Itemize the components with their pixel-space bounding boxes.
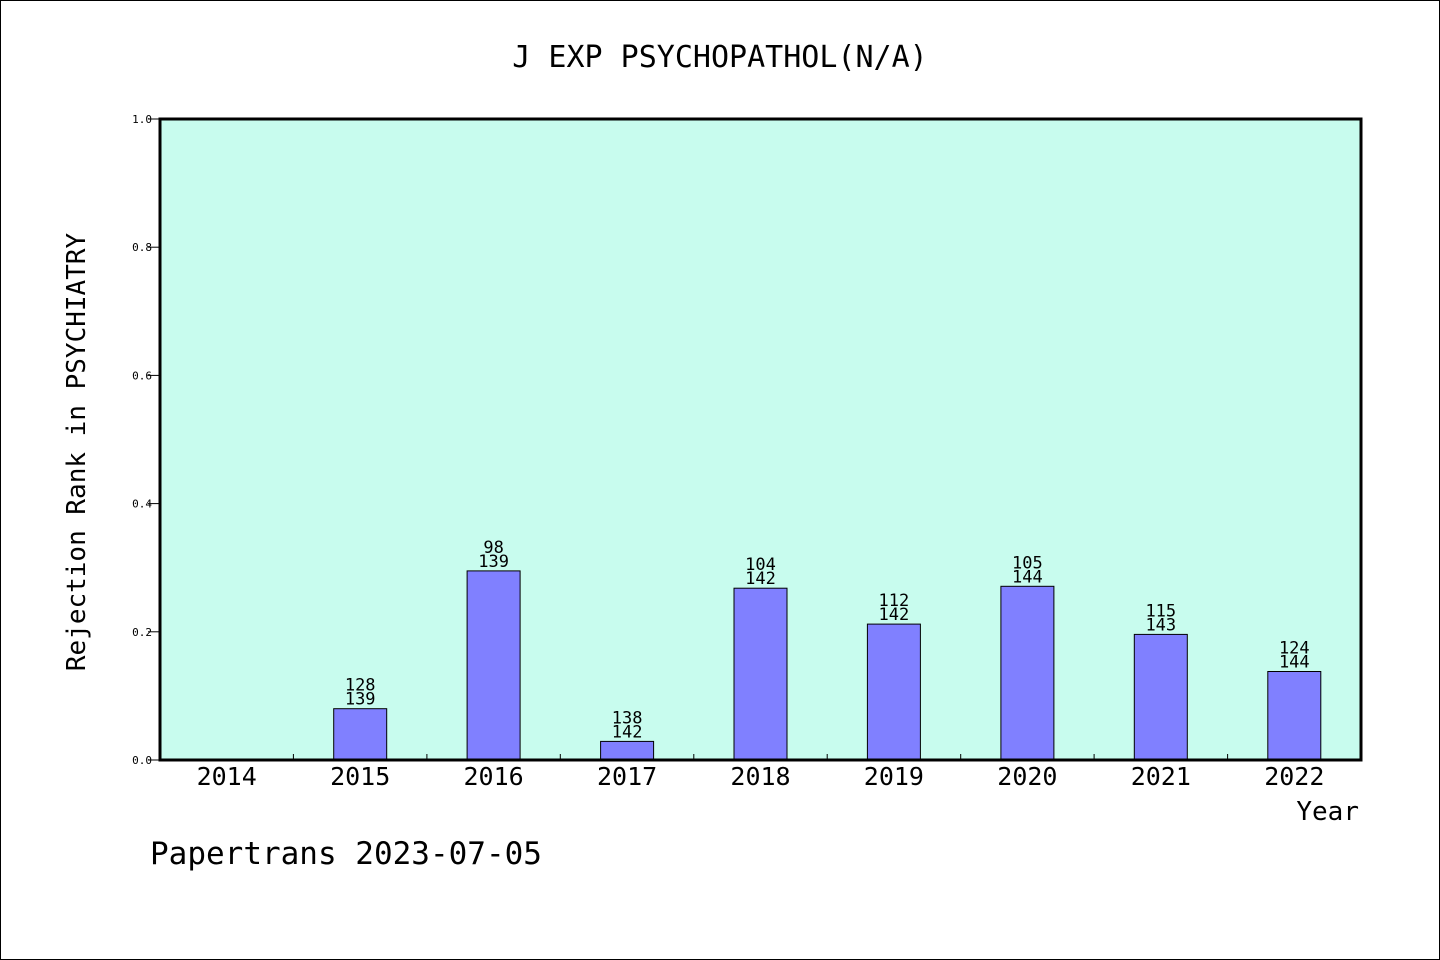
bar-2022	[1267, 671, 1322, 761]
x-tick-label-2020: 2020	[997, 762, 1057, 791]
bar-rank-label-2018: 104	[745, 555, 776, 575]
x-tick-label-2019: 2019	[864, 762, 924, 791]
y-ticks-layer: 0.0 0.2 0.4 0.6 0.8 1.0	[132, 113, 160, 767]
y-tick-label-0.4: 0.4	[132, 498, 152, 511]
bar-rank-label-2017: 138	[612, 708, 643, 728]
bar-rank-label-2020: 105	[1012, 553, 1043, 573]
y-axis-label: Rejection Rank in PSYCHIATRY	[62, 233, 92, 672]
x-tick-label-2021: 2021	[1131, 762, 1191, 791]
chart-title: J EXP PSYCHOPATHOL(N/A)	[512, 40, 927, 75]
footer-watermark: Papertrans 2023-07-05	[150, 836, 542, 872]
bar-rank-label-2022: 124	[1279, 639, 1310, 659]
bar-rank-label-2016: 98	[483, 538, 503, 558]
plot-border	[158, 117, 1363, 762]
bar-rank-label-2015: 128	[345, 676, 376, 696]
y-tick-label-1.0: 1.0	[132, 113, 152, 126]
bar-rank-label-2019: 112	[879, 591, 910, 611]
bar-total-label-2019: 142	[879, 605, 910, 625]
bar-labels-layer: 1281399813913814210414211214210514411514…	[345, 538, 1310, 743]
bar-2016	[466, 570, 521, 761]
x-tick-label-2022: 2022	[1264, 762, 1324, 791]
bar-total-label-2015: 139	[345, 690, 376, 710]
y-tick-label-0.0: 0.0	[132, 754, 152, 767]
bar-total-label-2020: 144	[1012, 567, 1043, 587]
x-tick-label-2016: 2016	[463, 762, 523, 791]
y-tick-label-0.2: 0.2	[132, 626, 152, 639]
x-tick-label-2014: 2014	[197, 762, 257, 791]
bar-total-label-2018: 142	[745, 569, 776, 589]
bar-rank-label-2021: 115	[1145, 601, 1176, 621]
bar-2021	[1133, 633, 1188, 761]
bar-total-label-2022: 144	[1279, 653, 1310, 673]
bar-total-label-2016: 139	[478, 552, 509, 572]
x-tick-label-2017: 2017	[597, 762, 657, 791]
bar-total-label-2017: 142	[612, 722, 643, 742]
bar-2015	[333, 708, 388, 761]
bars-layer	[333, 570, 1322, 761]
bar-2017	[600, 740, 655, 761]
x-tick-label-2018: 2018	[730, 762, 790, 791]
bar-2019	[866, 623, 921, 761]
bar-2018	[733, 587, 788, 761]
y-tick-label-0.8: 0.8	[132, 241, 152, 254]
bar-total-label-2021: 143	[1145, 615, 1176, 635]
y-tick-label-0.6: 0.6	[132, 369, 152, 382]
bar-2020	[1000, 585, 1055, 761]
x-tick-label-2015: 2015	[330, 762, 390, 791]
x-axis-label: Year	[1296, 797, 1359, 827]
x-ticks-layer: 2014 2015 2016 2017 2018 2019 2020 2021 2022	[197, 754, 1324, 791]
